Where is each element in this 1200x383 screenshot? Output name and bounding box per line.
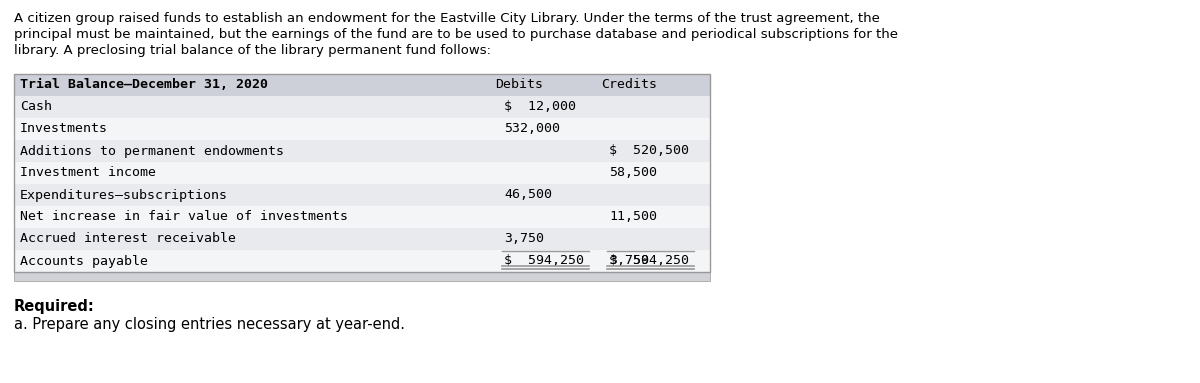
Bar xyxy=(14,228,710,250)
Text: Net increase in fair value of investments: Net increase in fair value of investment… xyxy=(20,211,348,224)
Text: Additions to permanent endowments: Additions to permanent endowments xyxy=(20,144,284,157)
Text: library. A preclosing trial balance of the library permanent fund follows:: library. A preclosing trial balance of t… xyxy=(14,44,491,57)
Text: 3,750: 3,750 xyxy=(610,254,649,267)
Text: Credits: Credits xyxy=(601,79,658,92)
Bar xyxy=(14,74,710,272)
Text: 11,500: 11,500 xyxy=(610,211,658,224)
Bar xyxy=(14,96,710,118)
Text: $  594,250: $ 594,250 xyxy=(610,254,689,267)
Text: $  12,000: $ 12,000 xyxy=(504,100,576,113)
Bar xyxy=(14,74,710,96)
Text: a. Prepare any closing entries necessary at year-end.: a. Prepare any closing entries necessary… xyxy=(14,317,406,332)
Bar xyxy=(14,140,710,162)
Text: 58,500: 58,500 xyxy=(610,167,658,180)
Bar xyxy=(14,162,710,184)
Text: Accounts payable: Accounts payable xyxy=(20,254,148,267)
Bar xyxy=(14,206,710,228)
Text: Trial Balance–December 31, 2020: Trial Balance–December 31, 2020 xyxy=(20,79,268,92)
Text: Required:: Required: xyxy=(14,299,95,314)
Text: 532,000: 532,000 xyxy=(504,123,560,136)
Text: Cash: Cash xyxy=(20,100,52,113)
Text: 46,500: 46,500 xyxy=(504,188,552,201)
Text: Investments: Investments xyxy=(20,123,108,136)
Text: 3,750: 3,750 xyxy=(504,232,544,246)
Text: Accrued interest receivable: Accrued interest receivable xyxy=(20,232,236,246)
Bar xyxy=(14,184,710,206)
Bar xyxy=(14,250,710,272)
Text: Expenditures–subscriptions: Expenditures–subscriptions xyxy=(20,188,228,201)
Text: $  594,250: $ 594,250 xyxy=(504,254,584,267)
Text: principal must be maintained, but the earnings of the fund are to be used to pur: principal must be maintained, but the ea… xyxy=(14,28,898,41)
Text: $  520,500: $ 520,500 xyxy=(610,144,689,157)
Bar xyxy=(14,272,710,281)
Text: Investment income: Investment income xyxy=(20,167,156,180)
Text: Debits: Debits xyxy=(496,79,542,92)
Text: A citizen group raised funds to establish an endowment for the Eastville City Li: A citizen group raised funds to establis… xyxy=(14,12,880,25)
Bar xyxy=(14,118,710,140)
